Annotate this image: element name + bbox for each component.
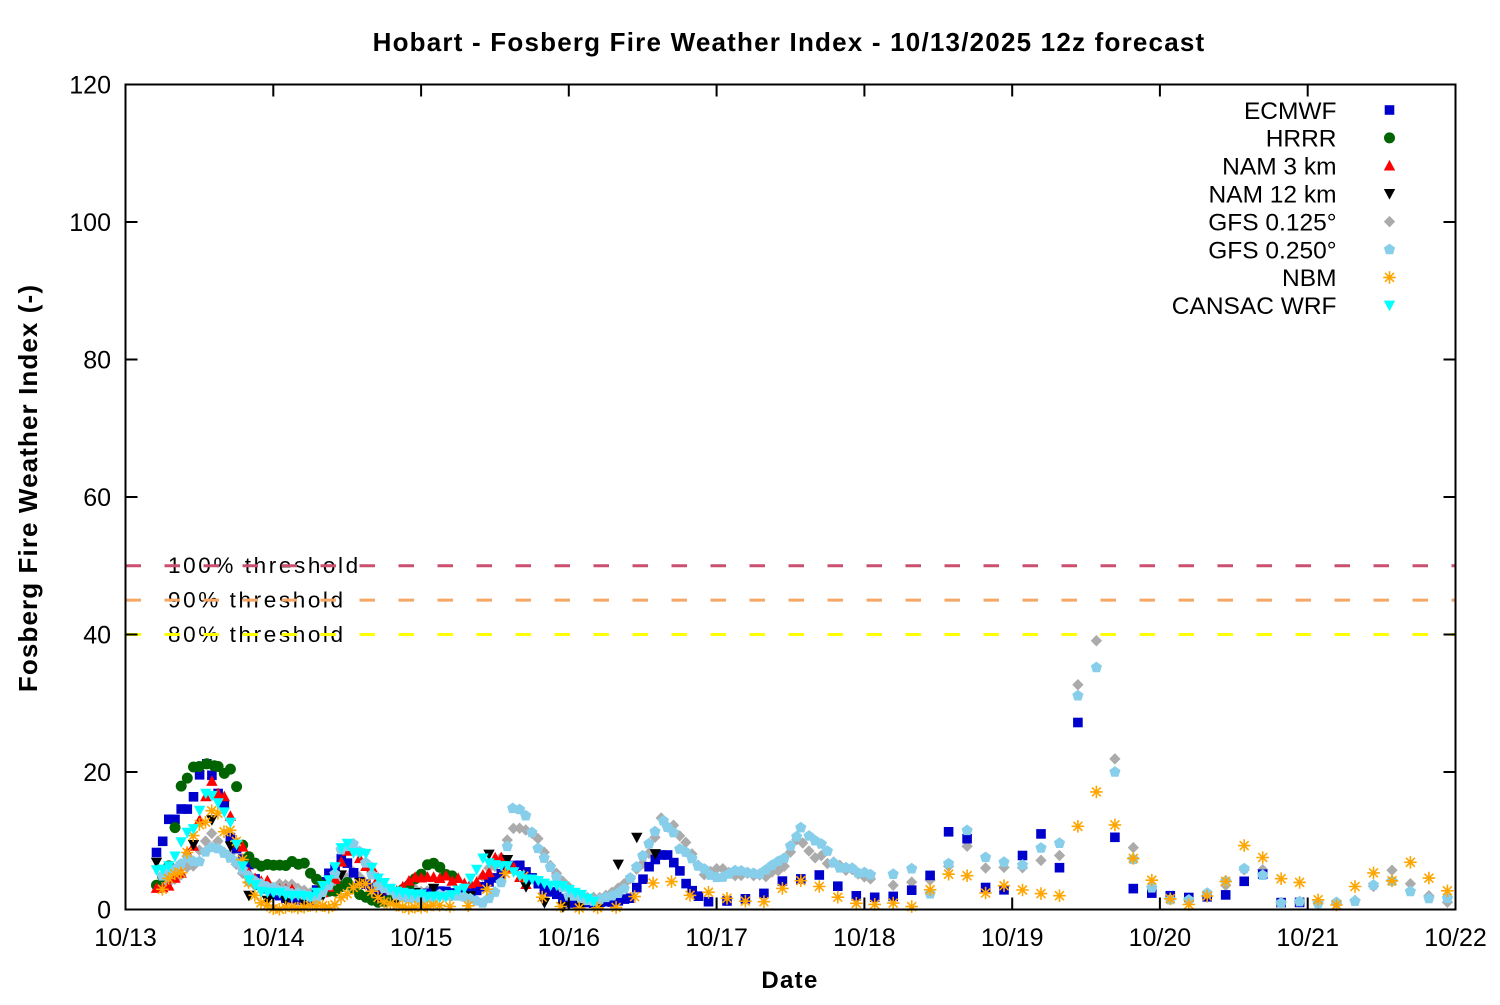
svg-text:10/19: 10/19 [981, 924, 1044, 952]
svg-text:20: 20 [83, 759, 111, 787]
svg-text:GFS 0.250°: GFS 0.250° [1208, 237, 1336, 264]
svg-text:10/17: 10/17 [685, 924, 748, 952]
svg-text:10/14: 10/14 [242, 924, 305, 952]
svg-text:80: 80 [83, 347, 111, 375]
svg-text:Fosberg Fire Weather Index (-): Fosberg Fire Weather Index (-) [13, 284, 43, 692]
svg-text:NAM 12 km: NAM 12 km [1209, 182, 1337, 209]
svg-text:60: 60 [83, 484, 111, 512]
svg-text:ECMWF: ECMWF [1244, 98, 1337, 125]
svg-text:120: 120 [69, 72, 111, 100]
svg-text:10/20: 10/20 [1129, 924, 1192, 952]
svg-text:10/13: 10/13 [94, 924, 157, 952]
svg-text:NAM 3 km: NAM 3 km [1222, 154, 1336, 181]
svg-text:NBM: NBM [1282, 265, 1336, 292]
svg-text:100: 100 [69, 209, 111, 237]
svg-text:10/21: 10/21 [1276, 924, 1339, 952]
svg-text:10/18: 10/18 [833, 924, 896, 952]
svg-text:0: 0 [97, 897, 111, 925]
svg-text:GFS 0.125°: GFS 0.125° [1208, 209, 1336, 236]
svg-text:HRRR: HRRR [1266, 126, 1337, 153]
svg-text:10/16: 10/16 [538, 924, 601, 952]
svg-text:10/15: 10/15 [390, 924, 453, 952]
svg-text:40: 40 [83, 622, 111, 650]
svg-text:10/22: 10/22 [1424, 924, 1487, 952]
svg-text:Date: Date [761, 967, 818, 994]
svg-text:Hobart - Fosberg Fire Weather: Hobart - Fosberg Fire Weather Index - 10… [373, 27, 1206, 57]
svg-text:CANSAC WRF: CANSAC WRF [1172, 293, 1337, 320]
